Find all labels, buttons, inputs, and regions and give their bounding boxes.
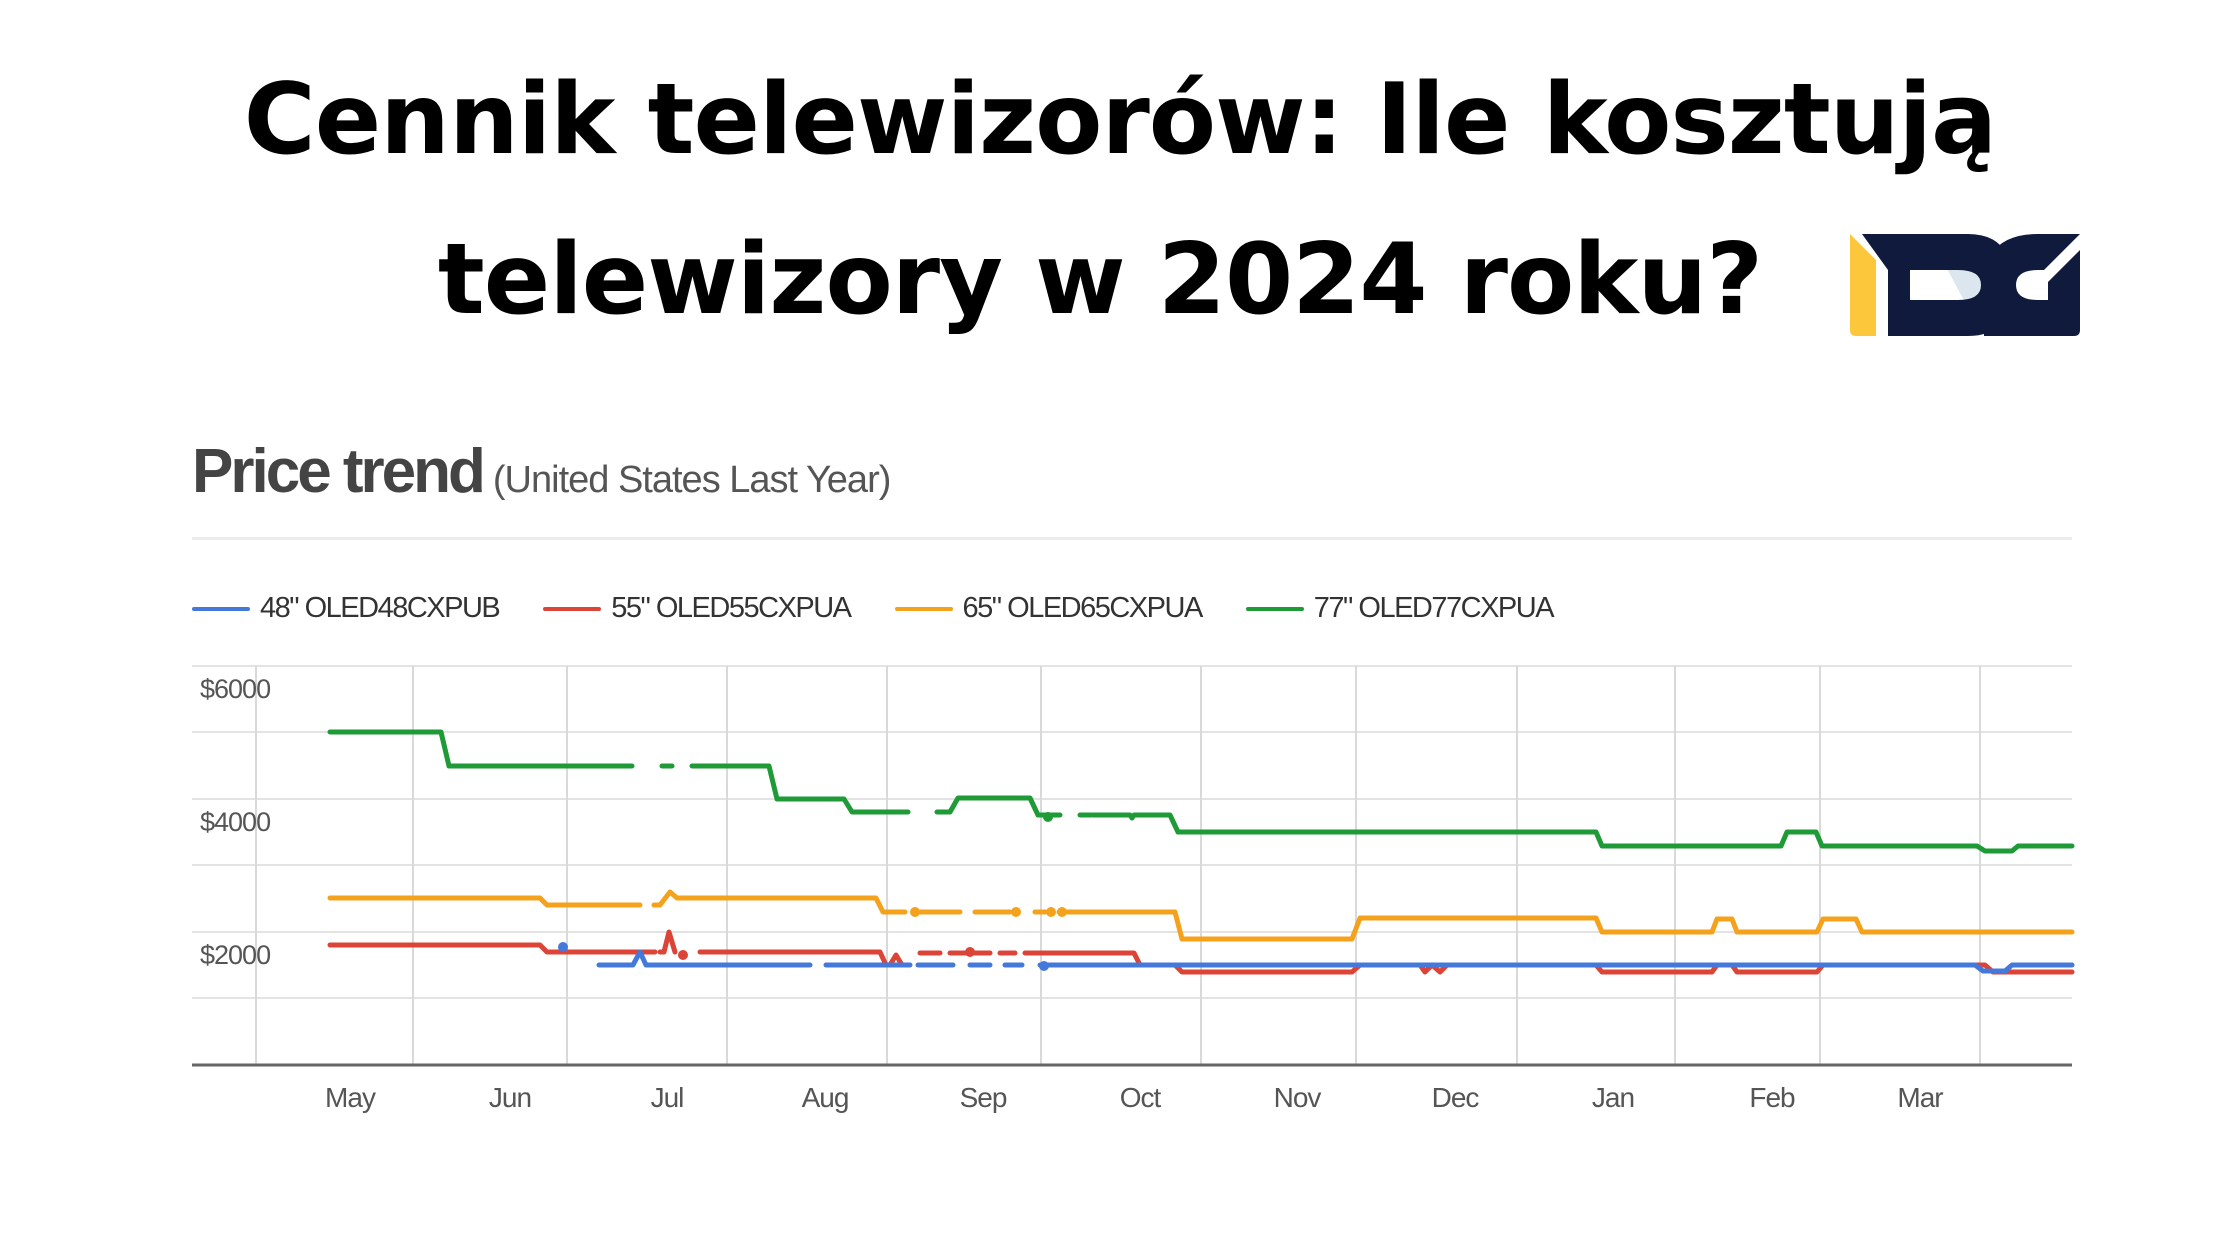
x-tick-label: Dec: [1431, 1082, 1480, 1113]
idg-logo-icon: [1850, 234, 2080, 336]
series-line-green: [327, 729, 635, 769]
series-line-blue: [596, 949, 813, 968]
y-tick-label: $2000: [200, 940, 271, 970]
series-dot-green: [1043, 812, 1053, 822]
chart-title-main: Price trend: [192, 437, 486, 506]
x-tick-label: Jul: [650, 1082, 685, 1113]
series-dot-red: [965, 947, 975, 957]
legend-swatch-green-icon: [1245, 606, 1304, 611]
series-line-green: [689, 763, 911, 815]
chart-legend: 48" OLED48CXPUB 55" OLED55CXPUA 65" OLED…: [192, 592, 1597, 625]
series-line-green: [934, 795, 1063, 818]
headline: Cennik telewizorów: Ile kosztują telewiz…: [0, 40, 2240, 360]
series-dot-orange: [1046, 907, 1056, 917]
series-line-green: [1090, 812, 2075, 854]
series-dot-orange: [910, 907, 920, 917]
chart-gridlines: [192, 665, 2072, 1067]
x-tick-label: Sep: [959, 1082, 1008, 1113]
series-line-red: [657, 929, 678, 955]
series-dot-orange: [1057, 907, 1067, 917]
x-tick-label: Feb: [1749, 1082, 1795, 1113]
series-line-orange: [651, 889, 908, 915]
series-dot-red: [678, 950, 688, 960]
series-dot-orange: [1011, 907, 1021, 917]
series-line-blue: [1037, 962, 2075, 974]
legend-label: 55" OLED55CXPUA: [611, 592, 852, 624]
legend-swatch-blue-icon: [192, 606, 250, 611]
idg-logo: [1848, 234, 2080, 340]
chart-title-sub: (United States Last Year): [492, 459, 891, 501]
x-tick-label: Mar: [1897, 1082, 1943, 1113]
legend-item-65[interactable]: 65" OLED65CXPUA: [894, 592, 1204, 625]
chart-series-lines: [327, 729, 2075, 975]
series-dot-blue: [558, 942, 568, 952]
x-tick-label: Oct: [1119, 1082, 1162, 1113]
series-line-orange: [327, 895, 643, 908]
legend-label: 65" OLED65CXPUA: [962, 592, 1204, 624]
series-line-red: [327, 942, 658, 955]
legend-item-77[interactable]: 77" OLED77CXPUA: [1245, 592, 1555, 625]
x-tick-label: Jan: [1591, 1082, 1635, 1113]
headline-line-2: telewizory w 2024 roku?: [437, 223, 1763, 337]
series-dot-blue: [1039, 961, 1049, 971]
x-tick-label: May: [325, 1082, 376, 1113]
headline-line-1: Cennik telewizorów: Ile kosztują: [243, 63, 1997, 177]
x-tick-label: Nov: [1273, 1082, 1322, 1113]
x-tick-label: Aug: [801, 1082, 850, 1113]
chart-title: Price trend (United States Last Year): [192, 436, 891, 507]
title-divider: [192, 537, 2072, 540]
legend-item-55[interactable]: 55" OLED55CXPUA: [543, 592, 852, 625]
legend-label: 77" OLED77CXPUA: [1313, 592, 1555, 624]
y-tick-label: $4000: [200, 807, 271, 837]
legend-swatch-orange-icon: [894, 606, 953, 611]
legend-item-48[interactable]: 48" OLED48CXPUB: [192, 592, 501, 625]
series-line-orange: [1056, 909, 2075, 942]
x-tick-label: Jun: [488, 1082, 532, 1113]
legend-swatch-red-icon: [543, 606, 602, 611]
y-tick-label: $6000: [200, 674, 271, 704]
legend-label: 48" OLED48CXPUB: [260, 592, 501, 624]
